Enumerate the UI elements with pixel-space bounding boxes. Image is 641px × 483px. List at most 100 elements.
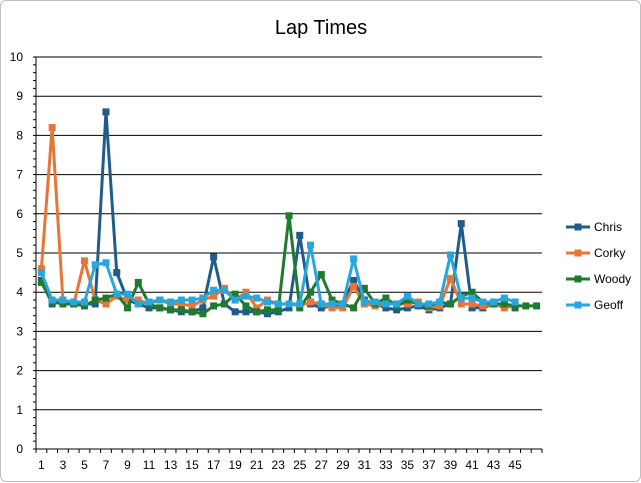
data-point (37, 278, 45, 286)
data-point (242, 308, 250, 316)
data-point (285, 212, 293, 220)
legend-entry-geoff: Geoff (566, 298, 624, 312)
data-point (231, 296, 239, 304)
x-tick-label: 27 (315, 458, 329, 472)
data-point (317, 300, 325, 308)
data-point (210, 286, 218, 294)
data-point (91, 261, 99, 269)
data-point (468, 304, 476, 312)
data-point (263, 310, 271, 318)
data-point (393, 306, 401, 314)
data-point (37, 265, 45, 273)
y-tick-label: 5 (16, 246, 23, 260)
y-tick-label: 2 (16, 364, 23, 378)
y-tick-label: 7 (16, 168, 23, 182)
data-point (307, 288, 315, 296)
x-tick-label: 9 (124, 458, 131, 472)
data-point (102, 294, 110, 302)
x-tick-label: 37 (422, 458, 436, 472)
data-point (199, 294, 207, 302)
x-tick-label: 25 (293, 458, 307, 472)
data-point (80, 302, 88, 310)
data-point (220, 286, 228, 294)
data-point (457, 220, 465, 228)
data-point (91, 300, 99, 308)
x-tick-label: 31 (358, 458, 372, 472)
legend-entry-woody: Woody (566, 272, 631, 286)
data-point (37, 269, 45, 277)
data-point (102, 300, 110, 308)
data-point (457, 294, 465, 302)
data-point (263, 306, 271, 314)
data-point (511, 302, 519, 310)
data-point (339, 300, 347, 308)
legend-marker (574, 275, 582, 283)
data-point (446, 300, 454, 308)
legend-entry-corky: Corky (566, 246, 625, 260)
data-point (382, 304, 390, 312)
data-point (382, 300, 390, 308)
data-point (167, 306, 175, 314)
data-point (317, 271, 325, 279)
data-point (403, 300, 411, 308)
x-tick-label: 23 (272, 458, 286, 472)
x-tick-label: 19 (228, 458, 242, 472)
data-point (188, 308, 196, 316)
x-tick-label: 5 (81, 458, 88, 472)
data-point (253, 308, 261, 316)
series-lines (37, 108, 541, 318)
data-point (253, 294, 261, 302)
data-point (113, 290, 121, 298)
data-point (328, 304, 336, 312)
data-point (500, 294, 508, 302)
data-point (468, 288, 476, 296)
data-point (296, 231, 304, 239)
x-tick-label: 41 (465, 458, 479, 472)
x-tick-label: 1 (38, 458, 45, 472)
chart-title: Lap Times (275, 17, 367, 39)
legend-marker (574, 223, 582, 231)
x-tick-label: 35 (401, 458, 415, 472)
data-point (522, 302, 530, 310)
data-point (436, 302, 444, 310)
data-point (188, 296, 196, 304)
x-tick-label: 43 (487, 458, 501, 472)
x-tick-label: 3 (60, 458, 67, 472)
x-tick-label: 45 (508, 458, 522, 472)
data-point (350, 255, 358, 263)
legend-marker (574, 249, 582, 257)
data-point (296, 300, 304, 308)
x-tick-label: 11 (143, 458, 156, 472)
y-tick-label: 3 (16, 324, 23, 338)
data-point (231, 308, 239, 316)
data-point (317, 304, 325, 312)
data-point (124, 296, 132, 304)
data-point (382, 294, 390, 302)
x-tick-label: 29 (336, 458, 350, 472)
data-point (360, 298, 368, 306)
data-point (350, 304, 358, 312)
x-tick-label: 33 (379, 458, 393, 472)
y-tick-label: 4 (16, 285, 23, 299)
legend-label: Woody (594, 272, 631, 286)
data-point (102, 108, 110, 116)
data-point (102, 259, 110, 267)
data-point (328, 300, 336, 308)
data-point (124, 304, 132, 312)
data-point (220, 300, 228, 308)
data-point (113, 269, 121, 277)
data-point (403, 304, 411, 312)
data-point (436, 298, 444, 306)
legend: Chris Corky Woody Geoff (566, 220, 631, 312)
y-tick-label: 10 (10, 50, 24, 64)
data-point (457, 300, 465, 308)
data-point (533, 302, 541, 310)
data-point (242, 302, 250, 310)
x-tick-label: 39 (444, 458, 458, 472)
data-point (339, 304, 347, 312)
data-point (210, 302, 218, 310)
data-point (156, 304, 164, 312)
data-point (425, 300, 433, 308)
